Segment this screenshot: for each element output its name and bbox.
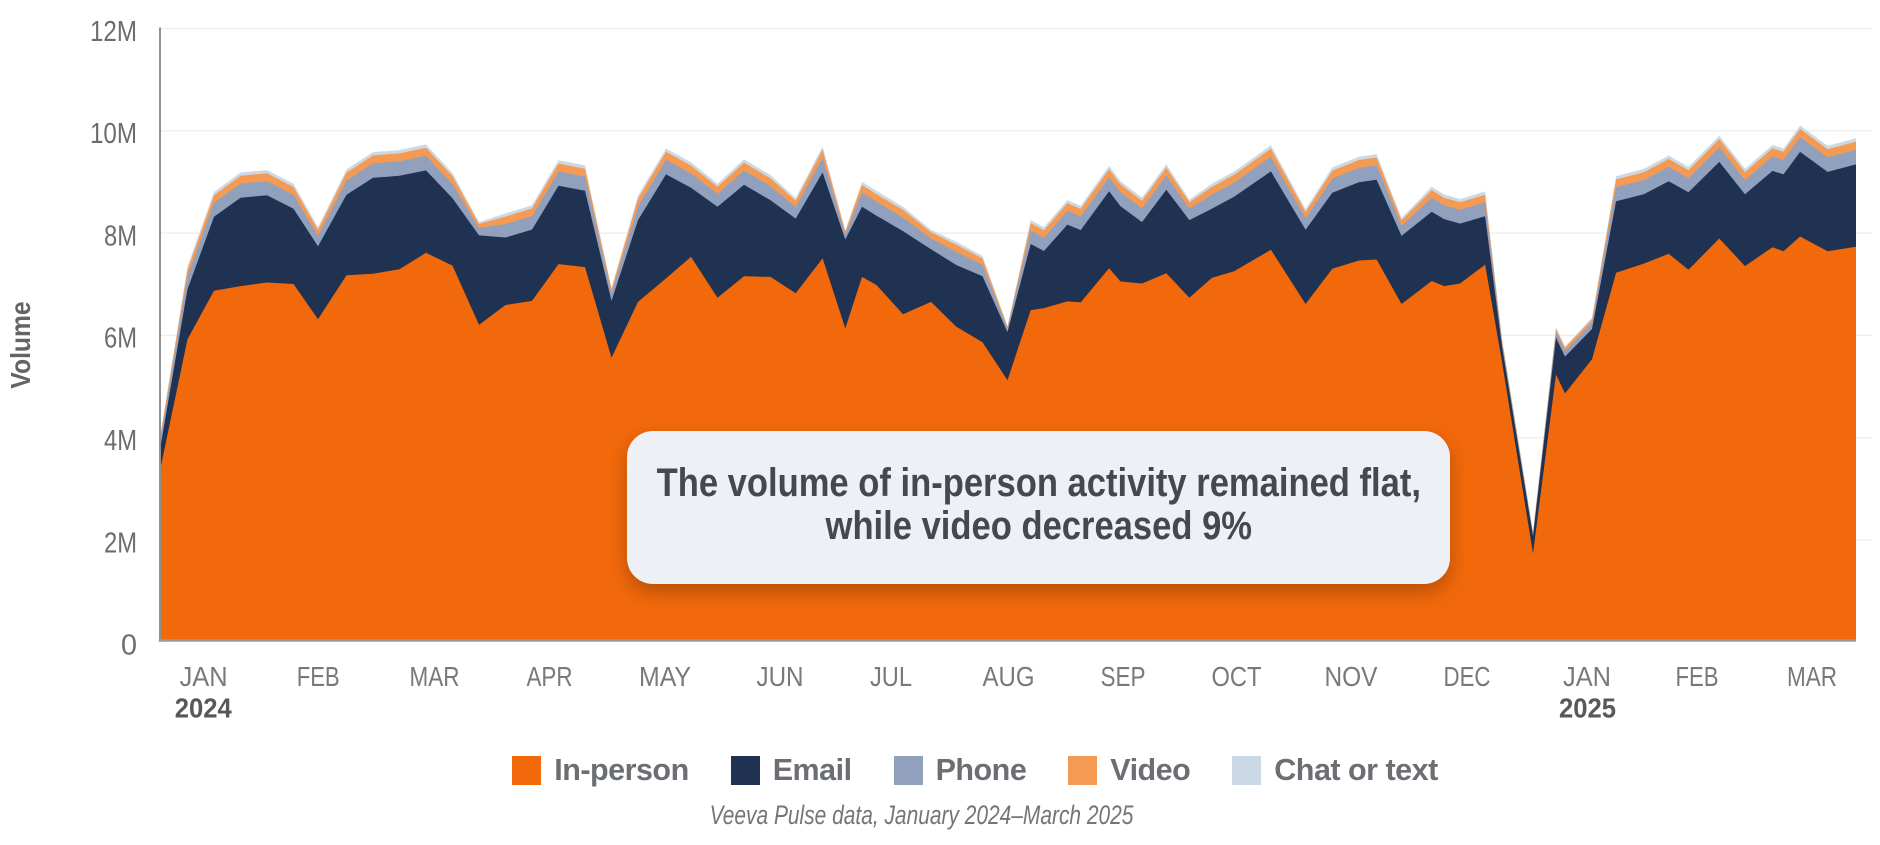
svg-text:JAN: JAN (180, 661, 228, 692)
svg-text:DEC: DEC (1444, 661, 1491, 692)
svg-text:MAR: MAR (1787, 661, 1837, 692)
svg-text:2024: 2024 (175, 693, 232, 724)
svg-text:JUL: JUL (870, 661, 912, 692)
svg-text:APR: APR (527, 661, 573, 692)
svg-text:MAR: MAR (410, 661, 460, 692)
svg-text:NOV: NOV (1325, 661, 1378, 692)
svg-text:12M: 12M (90, 16, 137, 48)
svg-text:MAY: MAY (639, 661, 691, 692)
svg-text:OCT: OCT (1212, 661, 1262, 692)
svg-text:AUG: AUG (983, 661, 1035, 692)
svg-text:2M: 2M (104, 527, 137, 559)
svg-text:6M: 6M (104, 323, 137, 355)
svg-text:8M: 8M (104, 220, 137, 252)
svg-text:0: 0 (121, 630, 137, 662)
svg-text:JUN: JUN (757, 661, 804, 692)
svg-text:FEB: FEB (1676, 661, 1719, 692)
svg-text:4M: 4M (104, 425, 137, 457)
svg-text:FEB: FEB (297, 661, 340, 692)
svg-text:SEP: SEP (1101, 661, 1146, 692)
svg-text:2025: 2025 (1559, 693, 1616, 724)
svg-text:JAN: JAN (1563, 661, 1611, 692)
svg-text:10M: 10M (90, 118, 137, 150)
